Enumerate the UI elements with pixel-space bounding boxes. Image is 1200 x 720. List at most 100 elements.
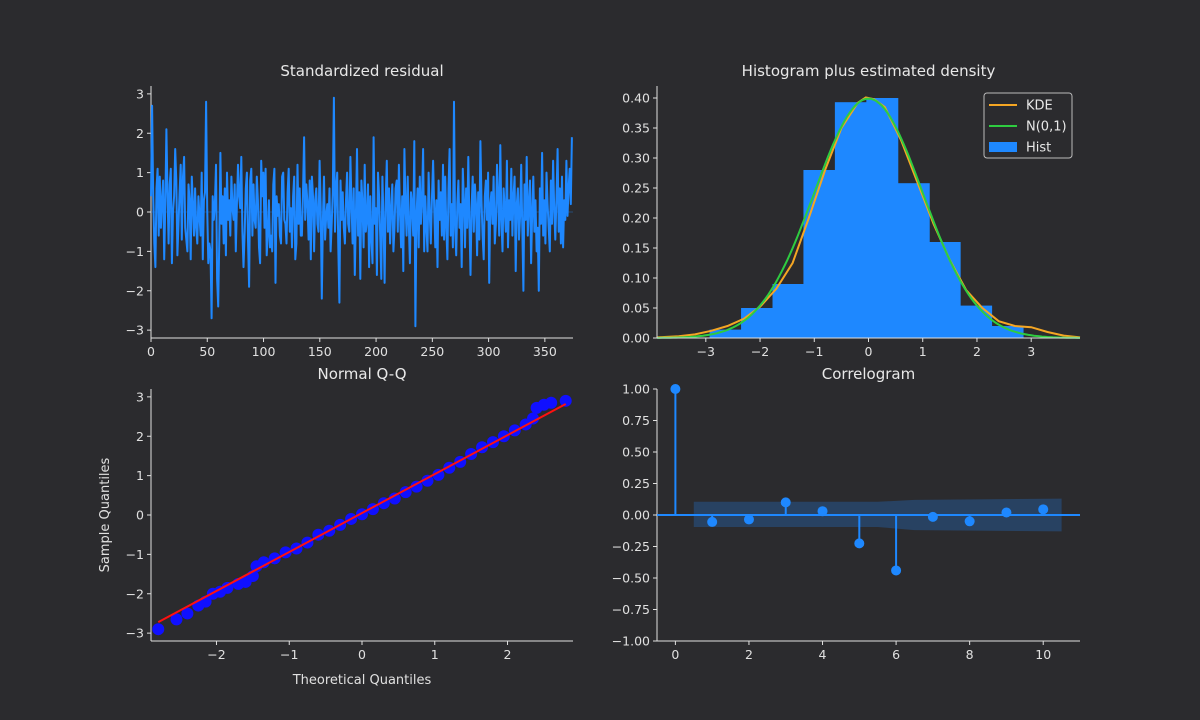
normal-density-line: [657, 97, 1080, 339]
y-tick-label: −2: [126, 283, 144, 298]
normal-qq-panel: −2 −1 0 1 2 −3 −2 −1 0 1 2 3 Normal Q-Q Theoretical Q…: [98, 365, 573, 688]
x-tick-label: −1: [805, 344, 823, 359]
qq-point: [526, 412, 539, 425]
legend-hist-swatch: [989, 142, 1017, 152]
chart-title: Normal Q-Q: [317, 365, 406, 383]
y-tick-label: 0.00: [622, 331, 650, 346]
x-tick-label: 250: [420, 344, 444, 359]
x-tick-label: 2: [745, 647, 753, 662]
histogram-bar: [897, 183, 930, 338]
y-tick-label: 0.05: [622, 301, 650, 316]
y-tick-label: 0.15: [622, 241, 650, 256]
acf-marker: [927, 511, 938, 522]
qq-reference-line: [157, 403, 567, 623]
histogram-bar: [929, 242, 961, 338]
y-tick-label: 1: [136, 165, 144, 180]
qq-point: [410, 480, 423, 493]
qq-point: [221, 581, 234, 594]
acf-marker: [670, 384, 681, 394]
x-tick-label: −1: [280, 647, 298, 662]
legend-box: [983, 92, 1073, 159]
legend-normal-label: N(0,1): [1026, 120, 1067, 135]
x-tick-label: 350: [533, 344, 557, 359]
histogram-bar: [709, 329, 742, 338]
y-tick-label: 1: [136, 468, 144, 483]
qq-point: [181, 607, 194, 620]
acf-marker: [1038, 504, 1049, 515]
histogram-bar: [960, 305, 993, 338]
qq-point: [388, 492, 401, 505]
x-tick-label: 100: [252, 344, 276, 359]
acf-marker: [1001, 507, 1012, 518]
chart-title: Correlogram: [822, 365, 915, 383]
x-tick-label: 6: [892, 647, 900, 662]
histogram-bar: [834, 102, 867, 338]
y-tick-label: 0.00: [622, 508, 650, 523]
y-tick-label: 0.35: [622, 121, 650, 136]
y-tick-label: 0.75: [622, 413, 650, 428]
y-tick-label: −0.50: [612, 571, 650, 586]
qq-point: [545, 396, 558, 409]
x-tick-label: −2: [207, 647, 225, 662]
y-tick-label: 2: [136, 429, 144, 444]
y-axis-label: Sample Quantiles: [98, 457, 113, 572]
y-tick-label: −0.25: [612, 539, 650, 554]
y-tick-label: 0.10: [622, 271, 650, 286]
acf-marker: [854, 538, 865, 549]
qq-point: [559, 394, 572, 407]
x-tick-label: 150: [308, 344, 332, 359]
x-tick-label: −2: [751, 344, 769, 359]
qq-point: [152, 623, 165, 636]
x-tick-label: 1: [919, 344, 927, 359]
x-tick-label: 10: [1035, 647, 1051, 662]
x-axis-label: Theoretical Quantiles: [292, 673, 432, 688]
acf-marker: [964, 516, 975, 527]
standardized-residual-panel: 0 50 100 150 200 250 300 350 −3 −2 −1 0 1 2 3 Standardi…: [126, 62, 573, 359]
histogram-panel: −3 −2 −1 0 1 2 3 0.00 0.05 0.10 0.15 0.20 0.25 0.30 0.…: [622, 62, 1081, 359]
legend-kde-label: KDE: [1026, 99, 1053, 114]
x-tick-label: 8: [966, 647, 974, 662]
y-tick-label: 3: [136, 389, 144, 404]
y-tick-label: 1.00: [622, 382, 650, 397]
x-tick-label: 0: [358, 647, 366, 662]
x-tick-label: 2: [973, 344, 981, 359]
y-tick-label: 3: [136, 86, 144, 101]
x-tick-label: 200: [364, 344, 388, 359]
residual-series-line: [150, 96, 573, 328]
histogram-bar: [803, 170, 836, 338]
qq-point: [257, 556, 270, 569]
legend-hist-label: Hist: [1026, 141, 1051, 156]
y-tick-label: 0.20: [622, 211, 650, 226]
x-tick-label: 2: [504, 647, 512, 662]
acf-marker: [780, 497, 791, 508]
acf-marker: [743, 514, 754, 525]
histogram-bar: [741, 308, 774, 338]
y-tick-label: 0: [136, 508, 144, 523]
x-tick-label: 0: [671, 647, 679, 662]
x-tick-label: 50: [199, 344, 215, 359]
y-tick-label: −1.00: [612, 634, 650, 649]
qq-point: [170, 613, 183, 626]
chart-title: Standardized residual: [280, 62, 443, 80]
acf-marker: [817, 506, 828, 517]
correlogram-panel: 0 2 4 6 8 10 −1.00 −0.75 −0.50 −0.25 0.00 0.25 0.50 0…: [612, 365, 1080, 662]
histogram-bar: [866, 98, 899, 338]
x-tick-label: −3: [697, 344, 715, 359]
y-tick-label: 0.30: [622, 151, 650, 166]
x-tick-label: 4: [819, 647, 827, 662]
histogram-bar: [991, 326, 1024, 338]
y-tick-label: −2: [126, 586, 144, 601]
x-tick-label: 1: [431, 647, 439, 662]
y-tick-label: −3: [126, 626, 144, 641]
y-tick-label: −0.75: [612, 602, 650, 617]
x-tick-label: 0: [147, 344, 155, 359]
y-tick-label: 0: [136, 205, 144, 220]
y-tick-label: −1: [126, 244, 144, 259]
histogram-bar: [772, 284, 804, 338]
qq-point: [421, 474, 434, 487]
qq-point: [432, 468, 445, 481]
y-tick-label: 0.25: [622, 476, 650, 491]
acf-marker: [891, 565, 902, 576]
y-tick-label: 2: [136, 126, 144, 141]
